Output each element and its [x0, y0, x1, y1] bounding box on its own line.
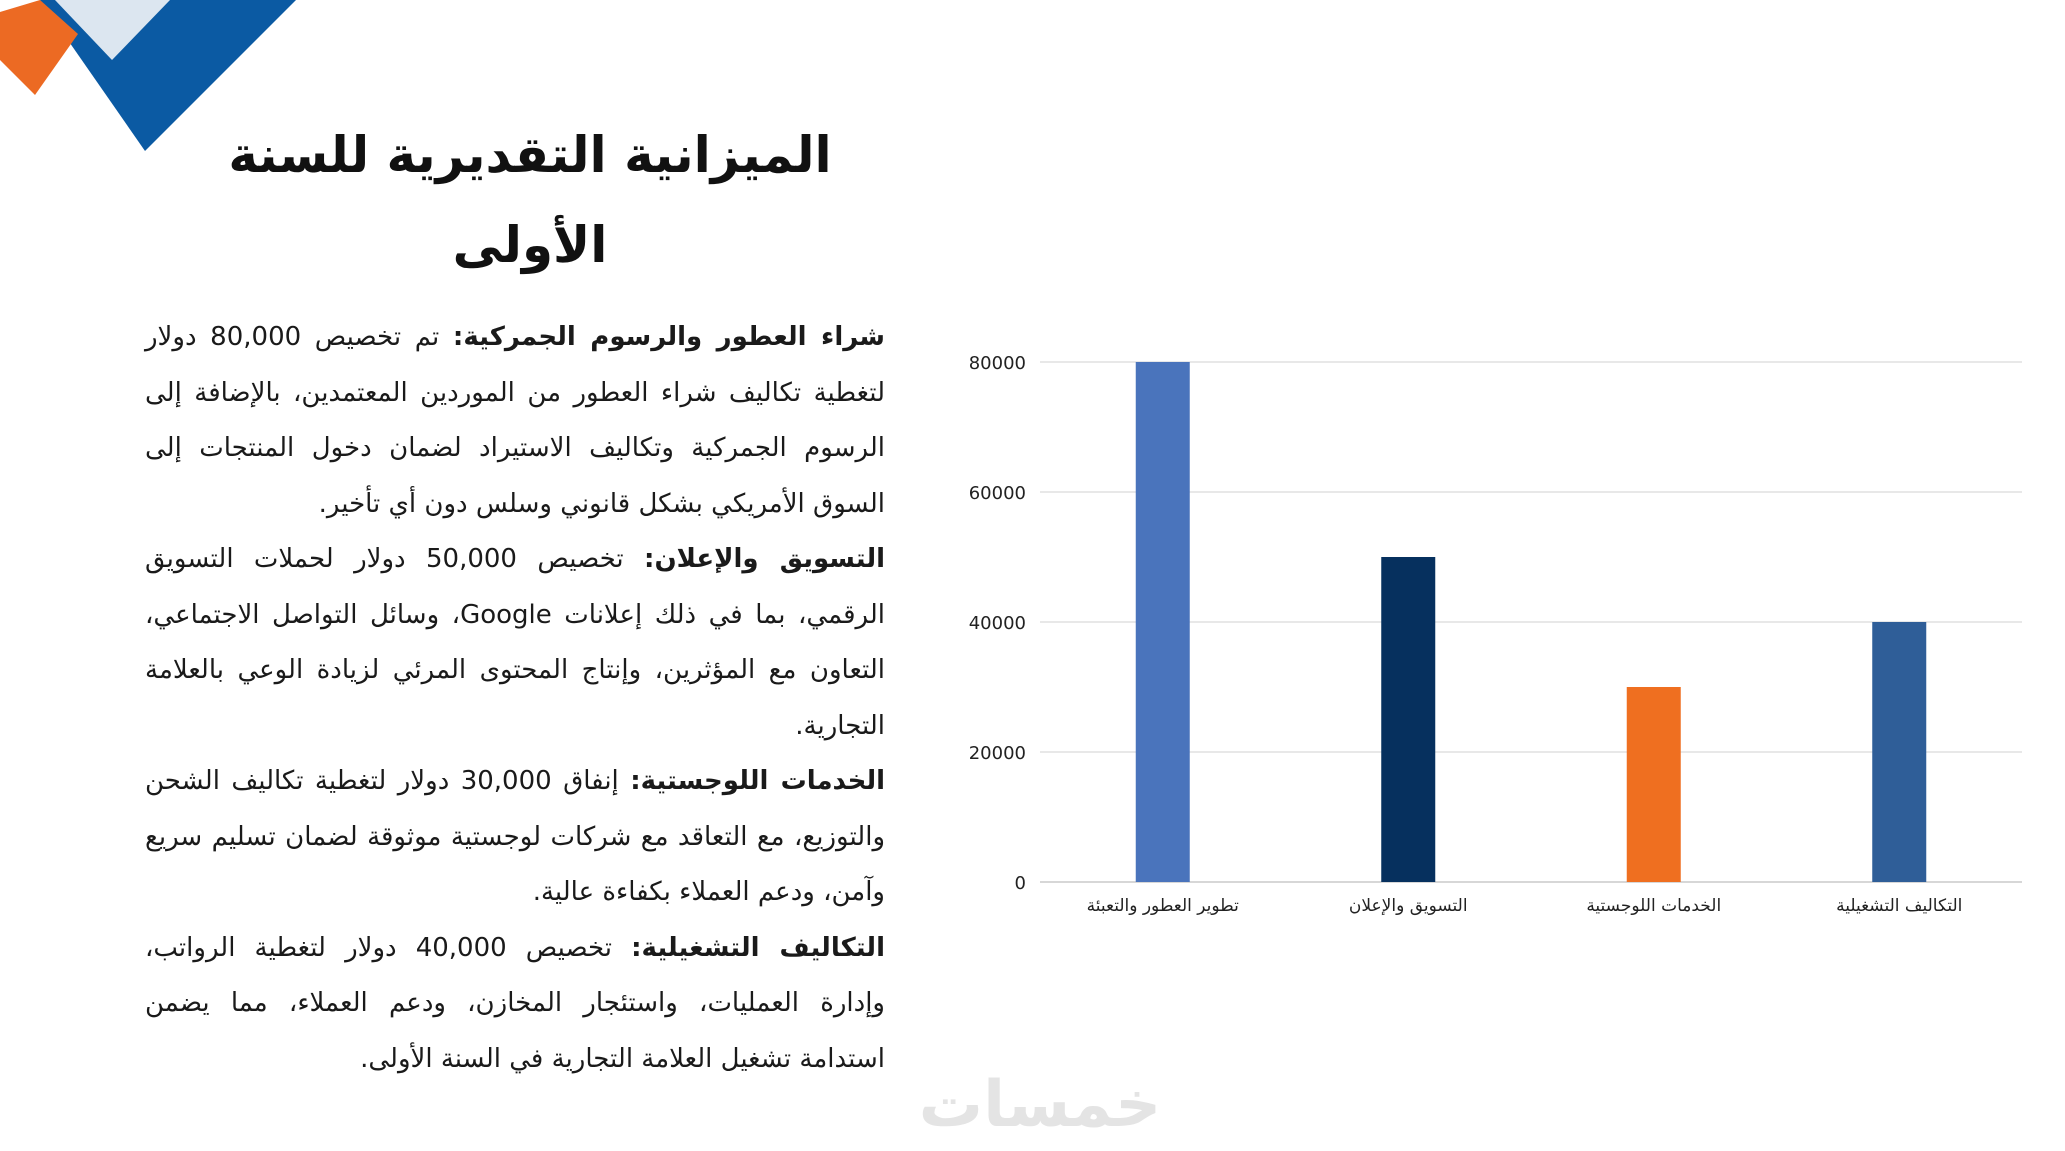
- section-operating-costs: التكاليف التشغيلية: تخصيص 40,000 دولار ل…: [145, 921, 885, 1088]
- x-tick-label: الخدمات اللوجستية: [1586, 896, 1721, 916]
- section-text: تم تخصيص 80,000 دولار لتغطية تكاليف شراء…: [145, 322, 885, 519]
- y-tick-label: 20000: [969, 743, 1026, 764]
- deco-orange-shape: [0, 0, 78, 95]
- section-heading: الخدمات اللوجستية:: [630, 766, 885, 796]
- budget-description: شراء العطور والرسوم الجمركية: تم تخصيص 8…: [145, 310, 885, 1087]
- bar: [1381, 557, 1436, 882]
- corner-decoration: [0, 0, 296, 151]
- y-tick-label: 60000: [969, 483, 1026, 504]
- section-text: تخصيص 40,000 دولار لتغطية الرواتب، وإدار…: [145, 932, 885, 1074]
- y-tick-label: 0: [1015, 873, 1026, 894]
- budget-bar-chart: 0 20000 40000 60000 80000 تطوير العطور والتعب…: [969, 353, 2022, 916]
- bar: [1872, 622, 1927, 882]
- section-logistics: الخدمات اللوجستية: إنفاق 30,000 دولار لت…: [145, 754, 885, 921]
- bar: [1626, 687, 1681, 882]
- x-tick-label: تطوير العطور والتعبئة: [1087, 896, 1240, 916]
- section-heading: التسويق والإعلان:: [644, 544, 886, 574]
- x-tick-label: التسويق والإعلان: [1349, 896, 1468, 916]
- section-heading: التكاليف التشغيلية:: [631, 932, 885, 963]
- watermark-logo: خمسات: [918, 1068, 1162, 1142]
- section-text: تخصيص 50,000 دولار لحملات التسويق الرقمي…: [145, 544, 885, 741]
- y-tick-label: 80000: [969, 353, 1026, 374]
- slide-title: الميزانية التقديرية للسنة الأولى: [228, 126, 832, 274]
- y-tick-label: 40000: [969, 613, 1026, 634]
- deco-light-triangle: [55, 0, 170, 60]
- section-text: إنفاق 30,000 دولار لتغطية تكاليف الشحن و…: [145, 766, 885, 907]
- section-marketing: التسويق والإعلان: تخصيص 50,000 دولار لحم…: [145, 532, 885, 754]
- section-perfume-purchase: شراء العطور والرسوم الجمركية: تم تخصيص 8…: [145, 310, 885, 532]
- bar: [1135, 362, 1190, 882]
- x-tick-label: التكاليف التشغيلية: [1836, 896, 1962, 916]
- section-heading: شراء العطور والرسوم الجمركية:: [452, 322, 885, 352]
